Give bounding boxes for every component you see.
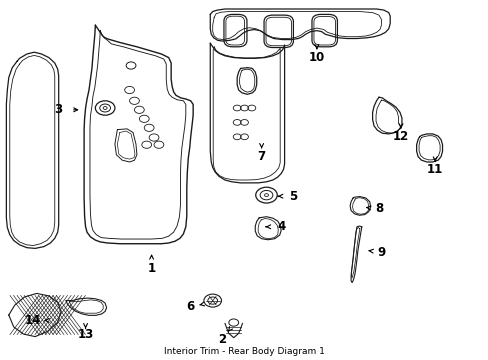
Text: 4: 4: [277, 220, 285, 233]
Text: 3: 3: [55, 103, 62, 116]
Text: Interior Trim - Rear Body Diagram 1: Interior Trim - Rear Body Diagram 1: [164, 347, 324, 356]
Text: 2: 2: [218, 333, 226, 346]
Text: 7: 7: [257, 150, 265, 163]
Text: 8: 8: [374, 202, 382, 215]
Text: 5: 5: [289, 190, 297, 203]
Text: 14: 14: [25, 314, 41, 327]
Text: 9: 9: [377, 246, 385, 258]
Text: 6: 6: [186, 300, 194, 313]
Text: 1: 1: [147, 262, 155, 275]
Text: 12: 12: [392, 130, 408, 143]
Text: 10: 10: [308, 51, 325, 64]
Text: 13: 13: [77, 328, 94, 341]
Text: 11: 11: [426, 163, 443, 176]
